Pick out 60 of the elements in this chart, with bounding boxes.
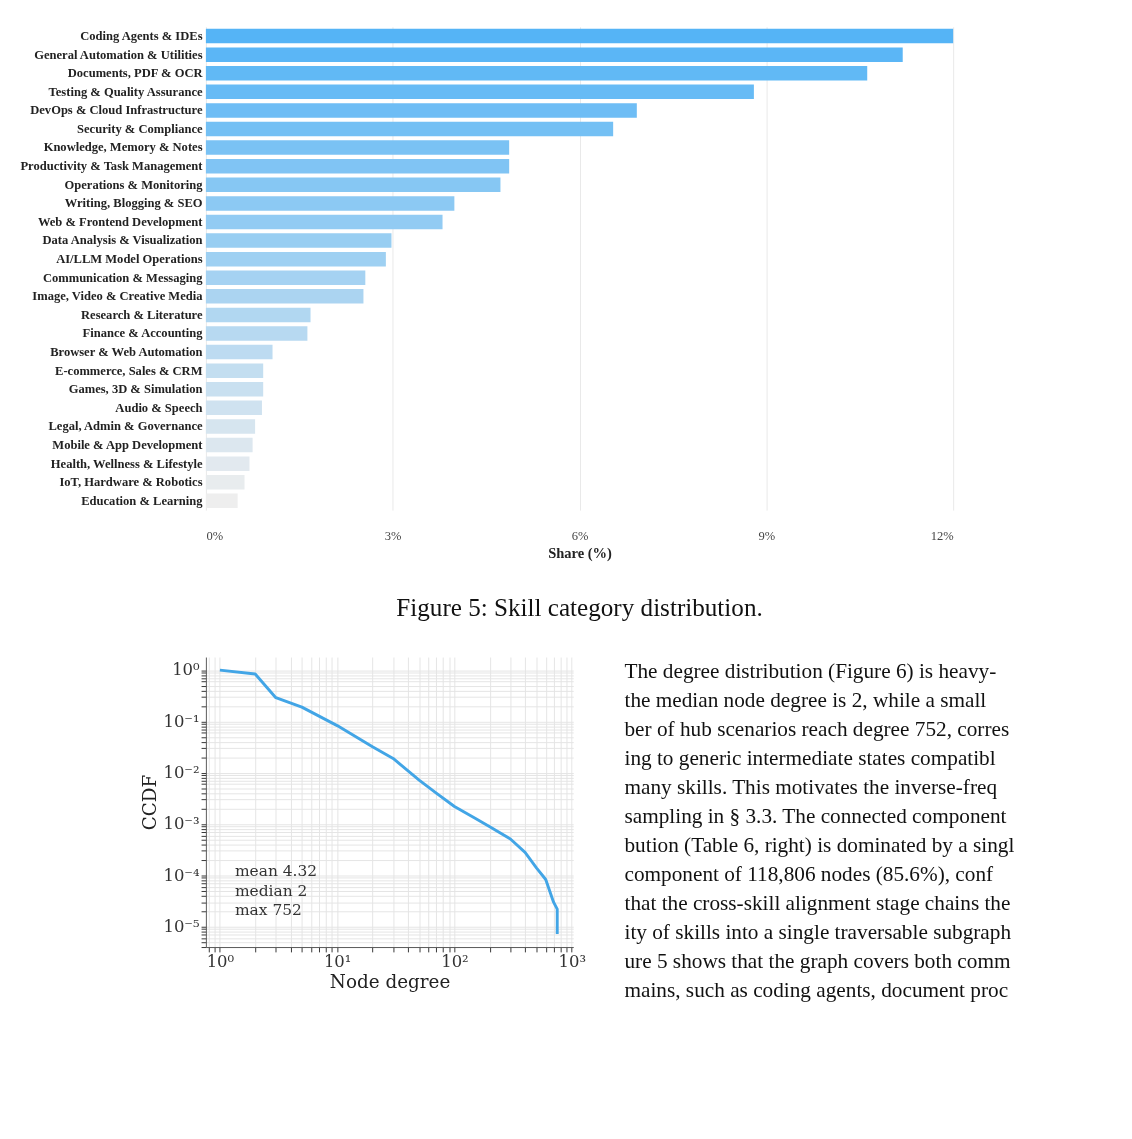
x-tick-label: 10² <box>441 951 469 971</box>
y-tick-label: 10⁻³ <box>163 814 200 834</box>
y-tick-label: IoT, Hardware & Robotics <box>59 475 203 490</box>
y-axis-title: CCDF <box>138 774 160 831</box>
y-tick-label: Data Analysis & Visualization <box>42 233 203 248</box>
text: many skills. This motivates the inverse-freq <box>624 775 998 800</box>
y-tick-label: Operations & Monitoring <box>64 177 204 192</box>
x-axis-title: Share (%) <box>548 544 613 562</box>
y-tick-label: 10⁻² <box>163 763 200 783</box>
x-tick-label: 12% <box>930 528 955 543</box>
text: that the cross-skill alignment stage chains the <box>624 891 1011 916</box>
y-tick-label: Audio & Speech <box>115 400 203 415</box>
text: ing to generic intermediate states compatibl <box>624 746 996 771</box>
y-tick-label: Mobile & App Development <box>52 437 204 452</box>
text: ity of skills into a single traversable subgraph <box>624 920 1012 945</box>
x-axis-title: Node degree <box>329 971 451 993</box>
annotation: max 752 <box>234 901 302 920</box>
x-tick-label: 9% <box>758 528 776 543</box>
y-tick-label: 10⁻⁵ <box>163 916 200 936</box>
x-tick-label: 10¹ <box>323 951 352 971</box>
text: bution (Table 6, right) is dominated by a singl <box>624 833 1015 858</box>
y-tick-label: E-commerce, Sales & CRM <box>55 363 203 378</box>
text: ber of hub scenarios reach degree 752, corres <box>624 717 1010 742</box>
x-tick-label: 0% <box>206 528 224 543</box>
x-tick-label: 10⁰ <box>206 951 235 971</box>
y-tick-label: DevOps & Cloud Infrastructure <box>30 103 203 118</box>
y-tick-label: Web & Frontend Development <box>37 214 204 229</box>
y-tick-label: Security & Compliance <box>77 121 203 136</box>
text: The degree distribution (Figure 6) is heavy- <box>624 659 997 684</box>
y-tick-label: 10⁻¹ <box>163 711 200 731</box>
y-tick-label: Legal, Admin & Governance <box>48 419 203 434</box>
y-tick-label: Image, Video & Creative Media <box>32 289 204 304</box>
annotation: mean 4.32 <box>234 862 318 881</box>
y-tick-label: Communication & Messaging <box>42 270 204 285</box>
text: mains, such as coding agents, document proc <box>624 978 1009 1003</box>
y-tick-label: AI/LLM Model Operations <box>56 252 203 267</box>
annotation: median 2 <box>234 881 308 900</box>
text: component of 118,806 nodes (85.6%), conf <box>624 862 995 887</box>
y-tick-label: General Automation & Utilities <box>34 47 203 62</box>
y-tick-label: Writing, Blogging & SEO <box>64 196 203 211</box>
y-tick-label: Knowledge, Memory & Notes <box>43 140 203 155</box>
y-tick-label: 10⁻⁴ <box>163 865 201 885</box>
y-tick-label: Coding Agents & IDEs <box>80 28 203 43</box>
text: ure 5 shows that the graph covers both comm <box>624 949 1011 974</box>
y-tick-label: Browser & Web Automation <box>50 344 203 359</box>
y-tick-label: Education & Learning <box>81 493 204 508</box>
x-tick-label: 6% <box>571 528 589 543</box>
text: sampling in § 3.3. The connected component <box>624 804 1007 829</box>
y-tick-label: Games, 3D & Simulation <box>68 382 203 397</box>
y-tick-label: 10⁰ <box>172 660 201 680</box>
y-tick-label: Productivity & Task Management <box>20 159 204 174</box>
x-tick-label: 10³ <box>558 951 586 971</box>
x-tick-label: 3% <box>384 528 403 543</box>
text: the median node degree is 2, while a small <box>624 688 987 713</box>
y-tick-label: Documents, PDF & OCR <box>67 66 204 81</box>
y-tick-label: Finance & Accounting <box>82 326 204 341</box>
y-tick-label: Health, Wellness & Lifestyle <box>50 456 203 471</box>
y-tick-label: Research & Literature <box>81 307 203 322</box>
caption: Figure 5: Skill category distribution. <box>396 594 763 622</box>
y-tick-label: Testing & Quality Assurance <box>48 84 203 99</box>
